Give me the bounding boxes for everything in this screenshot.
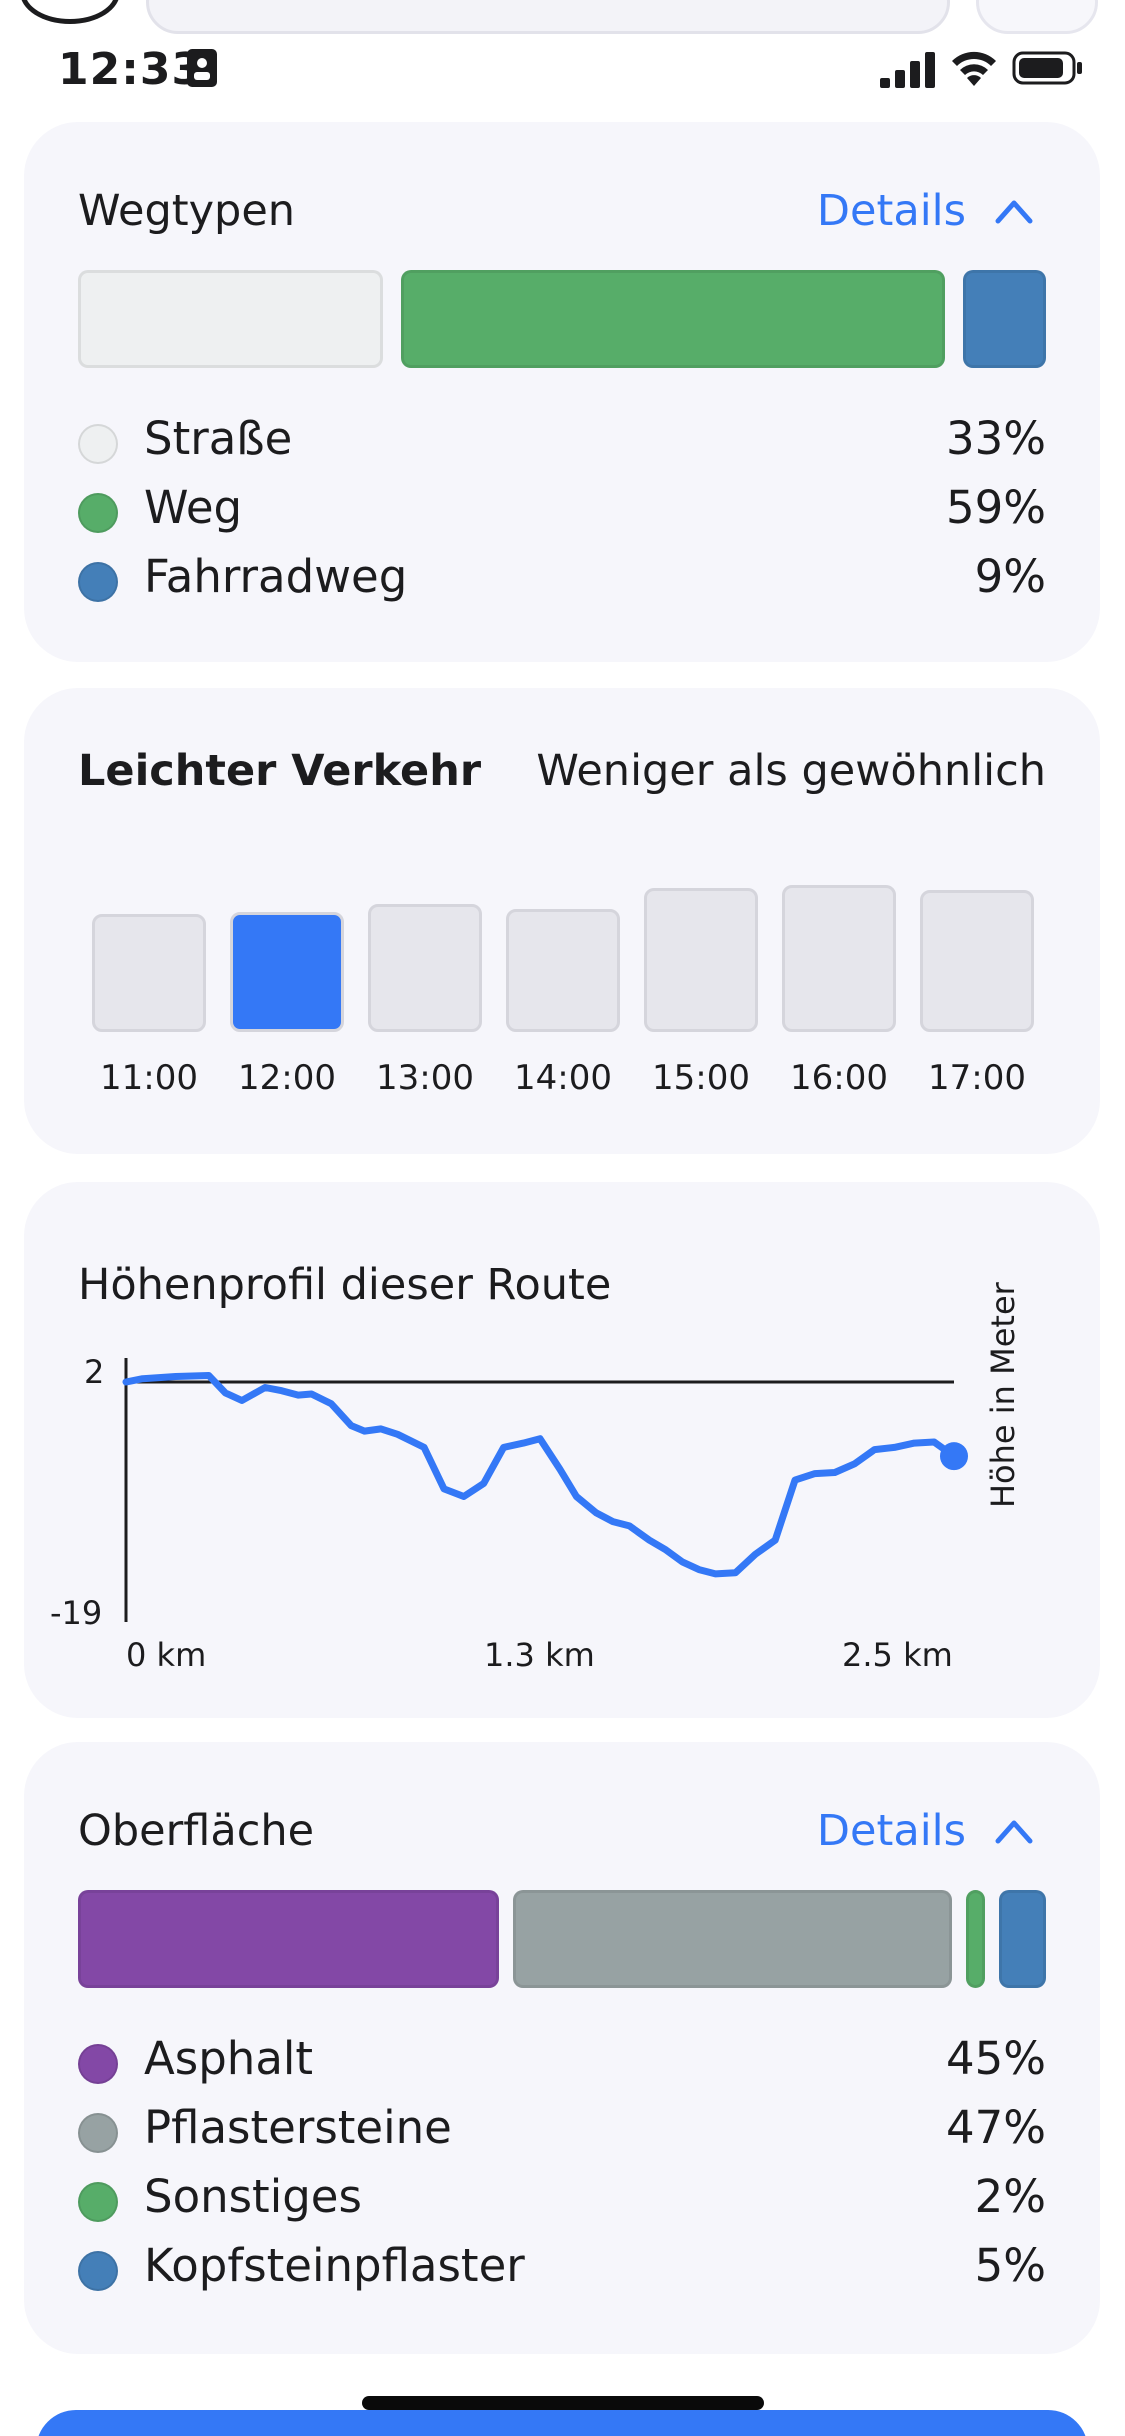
- legend-dot: [78, 562, 118, 602]
- details-label: Details: [816, 1806, 966, 1856]
- bar-segment-2: [512, 1890, 953, 1988]
- traffic-subtitle: Weniger als gewöhnlich: [536, 746, 1046, 796]
- traffic-time-label: 12:00: [238, 1058, 336, 1098]
- status-bar: 12:33: [0, 36, 1125, 100]
- x-tick-end: 2.5 km: [842, 1636, 953, 1674]
- legend-dot: [78, 2044, 118, 2084]
- legend-label: Kopfsteinpflaster: [144, 2239, 525, 2292]
- bar-segment-2: [401, 270, 945, 368]
- traffic-title: Leichter Verkehr: [78, 746, 482, 796]
- traffic-time-label: 13:00: [376, 1058, 474, 1098]
- legend-item: Pflastersteine 47%: [78, 2101, 1046, 2170]
- chevron-up-icon: [995, 1820, 1033, 1844]
- legend-item: Kopfsteinpflaster 5%: [78, 2239, 1046, 2308]
- legend-dot: [78, 424, 118, 464]
- traffic-time-label: 14:00: [514, 1058, 612, 1098]
- bar-segment-1: [78, 1890, 499, 1988]
- cellular-signal-icon: [880, 52, 935, 88]
- legend-dot: [78, 2182, 118, 2222]
- oberflaeche-title: Oberfläche: [78, 1806, 315, 1856]
- wegtypen-bar: [78, 270, 1046, 368]
- bar-segment-3: [966, 1890, 986, 1988]
- legend-label: Pflastersteine: [144, 2101, 452, 2154]
- bar-segment-3: [963, 270, 1046, 368]
- legend-item: Fahrradweg 9%: [78, 550, 1046, 619]
- legend-percent: 9%: [974, 550, 1046, 603]
- traffic-time-label: 11:00: [100, 1058, 198, 1098]
- legend-label: Straße: [144, 412, 293, 465]
- legend-percent: 47%: [945, 2101, 1046, 2154]
- legend-item: Weg 59%: [78, 481, 1046, 550]
- traffic-bar-1100[interactable]: [92, 914, 206, 1032]
- battery-icon: [1012, 51, 1082, 85]
- details-label: Details: [816, 186, 966, 236]
- legend-percent: 33%: [945, 412, 1046, 465]
- top-action-button[interactable]: [976, 0, 1098, 34]
- legend-percent: 2%: [974, 2170, 1046, 2223]
- bar-segment-4: [999, 1890, 1046, 1988]
- y-axis-label: Höhe in Meter: [984, 1282, 1022, 1508]
- y-tick-top: 2: [84, 1353, 105, 1391]
- wegtypen-details-button[interactable]: Details: [817, 186, 1034, 236]
- oberflaeche-legend: Asphalt 45% Pflastersteine 47% Sonstiges 2% Ko…: [78, 2032, 1046, 2308]
- traffic-bar-1200[interactable]: [230, 912, 344, 1032]
- traffic-time-label: 17:00: [928, 1058, 1026, 1098]
- legend-dot: [78, 493, 118, 533]
- legend-label: Fahrradweg: [144, 550, 408, 603]
- legend-item: Sonstiges 2%: [78, 2170, 1046, 2239]
- chevron-up-icon: [995, 200, 1033, 224]
- bar-segment-1: [78, 270, 383, 368]
- traffic-bar-1300[interactable]: [368, 904, 482, 1032]
- traffic-bar-1600[interactable]: [782, 885, 896, 1032]
- wifi-icon: [952, 51, 996, 86]
- x-tick-start: 0 km: [126, 1636, 207, 1674]
- legend-label: Asphalt: [144, 2032, 314, 2085]
- y-tick-bottom: -19: [50, 1594, 103, 1632]
- id-card-icon: [187, 49, 217, 87]
- legend-dot: [78, 2113, 118, 2153]
- traffic-bar-1500[interactable]: [644, 888, 758, 1032]
- start-button[interactable]: [36, 2410, 1088, 2436]
- legend-percent: 59%: [945, 481, 1046, 534]
- legend-dot: [78, 2251, 118, 2291]
- legend-percent: 45%: [945, 2032, 1046, 2085]
- legend-item: Asphalt 45%: [78, 2032, 1046, 2101]
- legend-label: Sonstiges: [144, 2170, 362, 2223]
- wegtypen-card: Wegtypen Details Straße 33% Weg 59% Fahrradw…: [24, 122, 1100, 662]
- oberflaeche-details-button[interactable]: Details: [817, 1806, 1034, 1856]
- oberflaeche-card: Oberfläche Details Asphalt 45% Pflasterste…: [24, 1742, 1100, 2354]
- traffic-time-label: 15:00: [652, 1058, 750, 1098]
- traffic-bar-1700[interactable]: [920, 890, 1034, 1032]
- traffic-bar-1400[interactable]: [506, 909, 620, 1032]
- traffic-time-label: 16:00: [790, 1058, 888, 1098]
- legend-item: Straße 33%: [78, 412, 1046, 481]
- legend-percent: 5%: [974, 2239, 1046, 2292]
- elevation-title: Höhenprofil dieser Route: [78, 1260, 612, 1310]
- profile-button[interactable]: [20, 0, 120, 24]
- home-indicator: [362, 2396, 764, 2410]
- x-tick-mid: 1.3 km: [484, 1636, 595, 1674]
- legend-label: Weg: [144, 481, 243, 534]
- status-time: 12:33: [58, 44, 204, 95]
- wegtypen-title: Wegtypen: [78, 186, 296, 236]
- wegtypen-legend: Straße 33% Weg 59% Fahrradweg 9%: [78, 412, 1046, 619]
- search-bar[interactable]: [146, 0, 950, 34]
- oberflaeche-bar: [78, 1890, 1046, 1988]
